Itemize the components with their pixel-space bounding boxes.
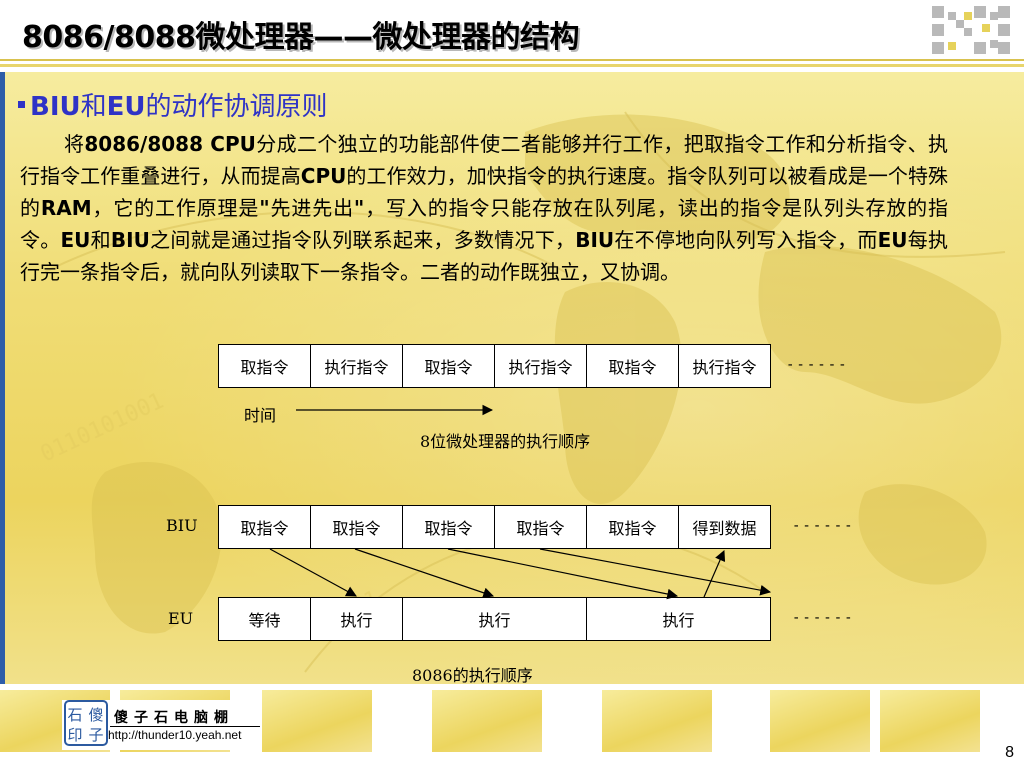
- eu-cell: 等待: [218, 597, 311, 641]
- header: 8086/8088微处理器——微处理器的结构: [0, 0, 1024, 68]
- biu-cell: 取指令: [310, 505, 403, 549]
- brand-url: http://thunder10.yeah.net: [108, 728, 242, 742]
- para-seg-bold: BIU: [575, 228, 615, 252]
- corner-logo-icon: [932, 6, 1010, 54]
- eu-label: EU: [168, 609, 194, 628]
- para-seg-bold: BIU: [110, 228, 150, 252]
- biu-cell: 取指令: [494, 505, 587, 549]
- para-seg-bold: 8086/8088 CPU: [84, 132, 256, 156]
- heading-biu: BIU: [30, 92, 81, 122]
- svg-text:0110101001: 0110101001: [37, 389, 168, 468]
- brand-seal-icon: 石 傻 印 子: [64, 700, 108, 746]
- para-seg: 将: [64, 132, 85, 156]
- para-seg-bold: CPU: [300, 164, 347, 188]
- brand-name: 傻子石电脑棚: [114, 710, 234, 726]
- left-accent-bar: [0, 72, 5, 684]
- seal-char: 傻: [88, 706, 103, 724]
- eu-cell: 执行: [586, 597, 771, 641]
- biu-label: BIU: [166, 516, 198, 535]
- seal-char: 石: [67, 706, 82, 724]
- heading-rest: 的动作协调原则: [145, 92, 328, 122]
- para-seg-bold: ": [259, 196, 270, 220]
- diagram8-cell: 取指令: [402, 344, 495, 388]
- eu-cell: 执行: [402, 597, 587, 641]
- footer-thumbnail: [262, 690, 372, 752]
- eu-cell: 执行: [310, 597, 403, 641]
- diagram8-cell: 取指令: [218, 344, 311, 388]
- para-seg: 分成二个独立的功能部件使二者能够并行工作，把取指令工作和分析指令、执行指令工作重…: [20, 132, 949, 188]
- footer-thumbnail: [770, 690, 870, 752]
- time-label: 时间: [244, 406, 277, 425]
- header-rule-top: [0, 59, 1024, 61]
- biu-cell: 得到数据: [678, 505, 771, 549]
- diagram8-caption: 8位微处理器的执行顺序: [420, 432, 591, 451]
- diagram8086-caption: 8086的执行顺序: [412, 666, 533, 685]
- footer-thumbnail: [432, 690, 542, 752]
- biu-row: 取指令 取指令 取指令 取指令 取指令 得到数据: [218, 505, 771, 549]
- para-seg-bold: EU: [60, 228, 91, 252]
- footer-thumbnail: [602, 690, 712, 752]
- biu-cell: 取指令: [402, 505, 495, 549]
- diagram8-row: 取指令 执行指令 取指令 执行指令 取指令 执行指令: [218, 344, 771, 388]
- seal-char: 子: [88, 726, 103, 744]
- diagram8-cell: 取指令: [586, 344, 679, 388]
- para-seg-bold: RAM: [40, 196, 92, 220]
- diagram8-cell: 执行指令: [678, 344, 771, 388]
- para-seg: ，它的工作原理是: [91, 196, 260, 220]
- para-seg: ，写入的指令只能存放在队列尾，读出的指令是队列头存放的指令。: [20, 196, 949, 252]
- para-seg: 和: [90, 228, 111, 252]
- diagram8-cell: 执行指令: [494, 344, 587, 388]
- header-rule-bottom: [0, 64, 1024, 67]
- biu-continuation: ------: [792, 518, 855, 534]
- footer-thumbnail: [880, 690, 980, 752]
- heading-and: 和: [80, 92, 107, 122]
- body-paragraph: 将8086/8088 CPU分成二个独立的功能部件使二者能够并行工作，把取指令工…: [20, 128, 948, 288]
- biu-cell: 取指令: [218, 505, 311, 549]
- para-seg: 之间就是通过指令队列联系起来，多数情况下，: [149, 228, 576, 252]
- page-number: 8: [1005, 744, 1014, 761]
- seal-char: 印: [67, 726, 82, 744]
- para-seg: 每执行完一条指令后，就向队列读取下一条指令。二者的动作既独立，又协调。: [20, 228, 949, 284]
- para-seg: 在不停地向队列写入指令，而: [614, 228, 878, 252]
- para-seg-bold: ": [353, 196, 365, 220]
- brand-underline: [110, 726, 260, 727]
- para-seg: 的工作效力，加快指令的执行速度。指令队列可以被看成是一个特殊的: [20, 164, 949, 220]
- eu-continuation: ------: [792, 610, 855, 626]
- slide-title: 8086/8088微处理器——微处理器的结构: [22, 20, 579, 55]
- biu-cell: 取指令: [586, 505, 679, 549]
- world-map-background-icon: 0110101001 101101: [37, 111, 1006, 673]
- eu-row: 等待 执行 执行 执行: [218, 597, 771, 641]
- diagram8-continuation: ------: [786, 357, 849, 373]
- diagram8-cell: 执行指令: [310, 344, 403, 388]
- bullet-square-icon: [18, 101, 25, 108]
- heading-eu: EU: [106, 92, 146, 122]
- para-seg: 先进先出: [269, 196, 354, 220]
- section-heading: BIU和EU的动作协调原则: [18, 86, 328, 123]
- para-seg-bold: EU: [877, 228, 908, 252]
